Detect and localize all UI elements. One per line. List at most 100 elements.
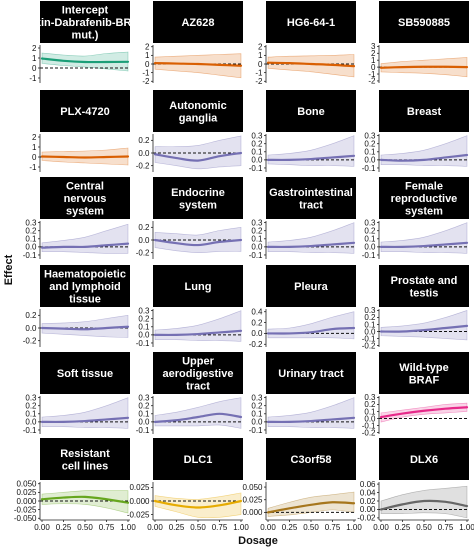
y-tick-label: 0.2: [25, 311, 37, 320]
y-tick-label: -0.02: [357, 514, 376, 523]
x-tick-label: 0.75: [325, 523, 341, 532]
confidence-ribbon: [41, 490, 129, 514]
effect-line: [40, 416, 130, 424]
confidence-ribbon: [154, 53, 242, 79]
confidence-ribbon: [267, 397, 355, 429]
panel-title: (Skin-Dabrafenib-BRAF: [24, 17, 147, 29]
panel-title-strip: [379, 1, 469, 43]
y-tick-label: 0.3: [364, 131, 376, 140]
y-tick-label: -2: [255, 77, 263, 86]
effect-line: [153, 62, 243, 67]
y-tick-label: -1: [29, 163, 37, 172]
panel-title: BRAF: [409, 374, 440, 386]
panel-title: cell lines: [62, 460, 108, 472]
y-tick-label: 0.2: [251, 227, 263, 236]
panel-title: and lymphoid: [49, 281, 121, 293]
y-axis-title: Effect: [3, 254, 15, 285]
y-tick-label: 0.00: [360, 505, 376, 514]
x-tick-label: 1.00: [233, 523, 249, 532]
effect-line: [379, 153, 469, 162]
panel-title: Bone: [297, 106, 325, 118]
panel-title: Wild-type: [399, 362, 448, 374]
panel-title: testis: [410, 287, 439, 299]
y-tick-label: -0.2: [23, 336, 37, 345]
y-tick-label: 0.1: [25, 235, 37, 244]
panel-title-strip: [40, 265, 130, 307]
x-tick-label: 0.75: [99, 523, 115, 532]
y-tick-label: 3: [371, 42, 376, 51]
y-tick-label: -0.025: [14, 505, 37, 514]
effect-line: [40, 242, 130, 249]
x-axis-title: Dosage: [238, 535, 278, 547]
y-tick-label: 1: [32, 54, 37, 63]
panel-title: tract: [299, 199, 323, 211]
effect-line: [266, 154, 356, 162]
panel: Urinary tract -0.10.00.10.20.3: [249, 352, 356, 435]
y-tick-label: 0.1: [251, 410, 263, 419]
x-tick-label: 0.75: [212, 523, 228, 532]
panel-title-strip: [40, 438, 130, 480]
x-tick-label: 0.75: [438, 523, 454, 532]
confidence-ribbon: [154, 397, 242, 429]
y-tick-label: 0.3: [364, 306, 376, 315]
y-tick-label: 0.050: [242, 483, 263, 492]
y-tick-label: 0.2: [138, 223, 150, 232]
y-tick-label: -0.050: [14, 514, 37, 523]
y-tick-label: -0.1: [249, 164, 263, 173]
y-tick-label: 0.0: [364, 156, 376, 165]
panel-title: nervous: [64, 193, 107, 205]
x-tick-label: 1.00: [346, 523, 362, 532]
effect-line: [379, 499, 469, 511]
y-tick-label: 0.2: [364, 227, 376, 236]
panel-title: Autonomic: [169, 100, 226, 112]
x-tick-label: 0.00: [373, 523, 389, 532]
panel-title-strip: [153, 352, 243, 394]
y-tick-label: 0.2: [25, 227, 37, 236]
confidence-ribbon: [154, 135, 242, 170]
y-tick-label: 0: [145, 60, 150, 69]
y-tick-label: 0.2: [251, 402, 263, 411]
panel-title-strip: [153, 438, 243, 480]
x-tick-label: 0.00: [34, 523, 50, 532]
x-tick-label: 0.25: [56, 523, 72, 532]
panel-title: Breast: [407, 106, 442, 118]
y-tick-label: 0.1: [364, 407, 376, 416]
panel-title-strip: [40, 90, 130, 132]
x-tick-label: 0.25: [395, 523, 411, 532]
panel-title-strip: [266, 177, 356, 219]
y-tick-label: -0.1: [362, 251, 376, 260]
effect-line: [266, 61, 356, 68]
panel-title: system: [405, 206, 443, 218]
panel-title-strip: [266, 352, 356, 394]
y-tick-label: 0.0: [25, 324, 37, 333]
effect-line: [266, 501, 356, 514]
y-tick-label: 0.1: [364, 320, 376, 329]
y-tick-label: 0.1: [138, 323, 150, 332]
effect-line: [153, 499, 243, 509]
panel-title-strip: [379, 177, 469, 219]
y-tick-label: 0.02: [360, 497, 376, 506]
y-tick-label: 0.1: [138, 410, 150, 419]
confidence-ribbon: [41, 397, 129, 429]
y-tick-label: 0.3: [251, 218, 263, 227]
effect-line: [266, 416, 356, 424]
y-tick-label: 1: [32, 143, 37, 152]
y-tick-label: 0.1: [251, 148, 263, 157]
y-tick-label: 2: [32, 133, 37, 142]
y-tick-label: 0.3: [25, 218, 37, 227]
y-tick-label: 0.2: [138, 402, 150, 411]
confidence-ribbon: [267, 54, 355, 78]
x-tick-label: 0.00: [147, 523, 163, 532]
panel: C3orf58 0.000 0.025 0.050 0.00 0.25 0.50 0.75 1.…: [242, 438, 362, 532]
confidence-ribbon: [41, 314, 129, 338]
y-tick-label: -0.2: [362, 341, 376, 350]
y-tick-label: -0.1: [249, 251, 263, 260]
panel-title-strip: [40, 352, 130, 394]
y-tick-label: 0: [258, 60, 263, 69]
